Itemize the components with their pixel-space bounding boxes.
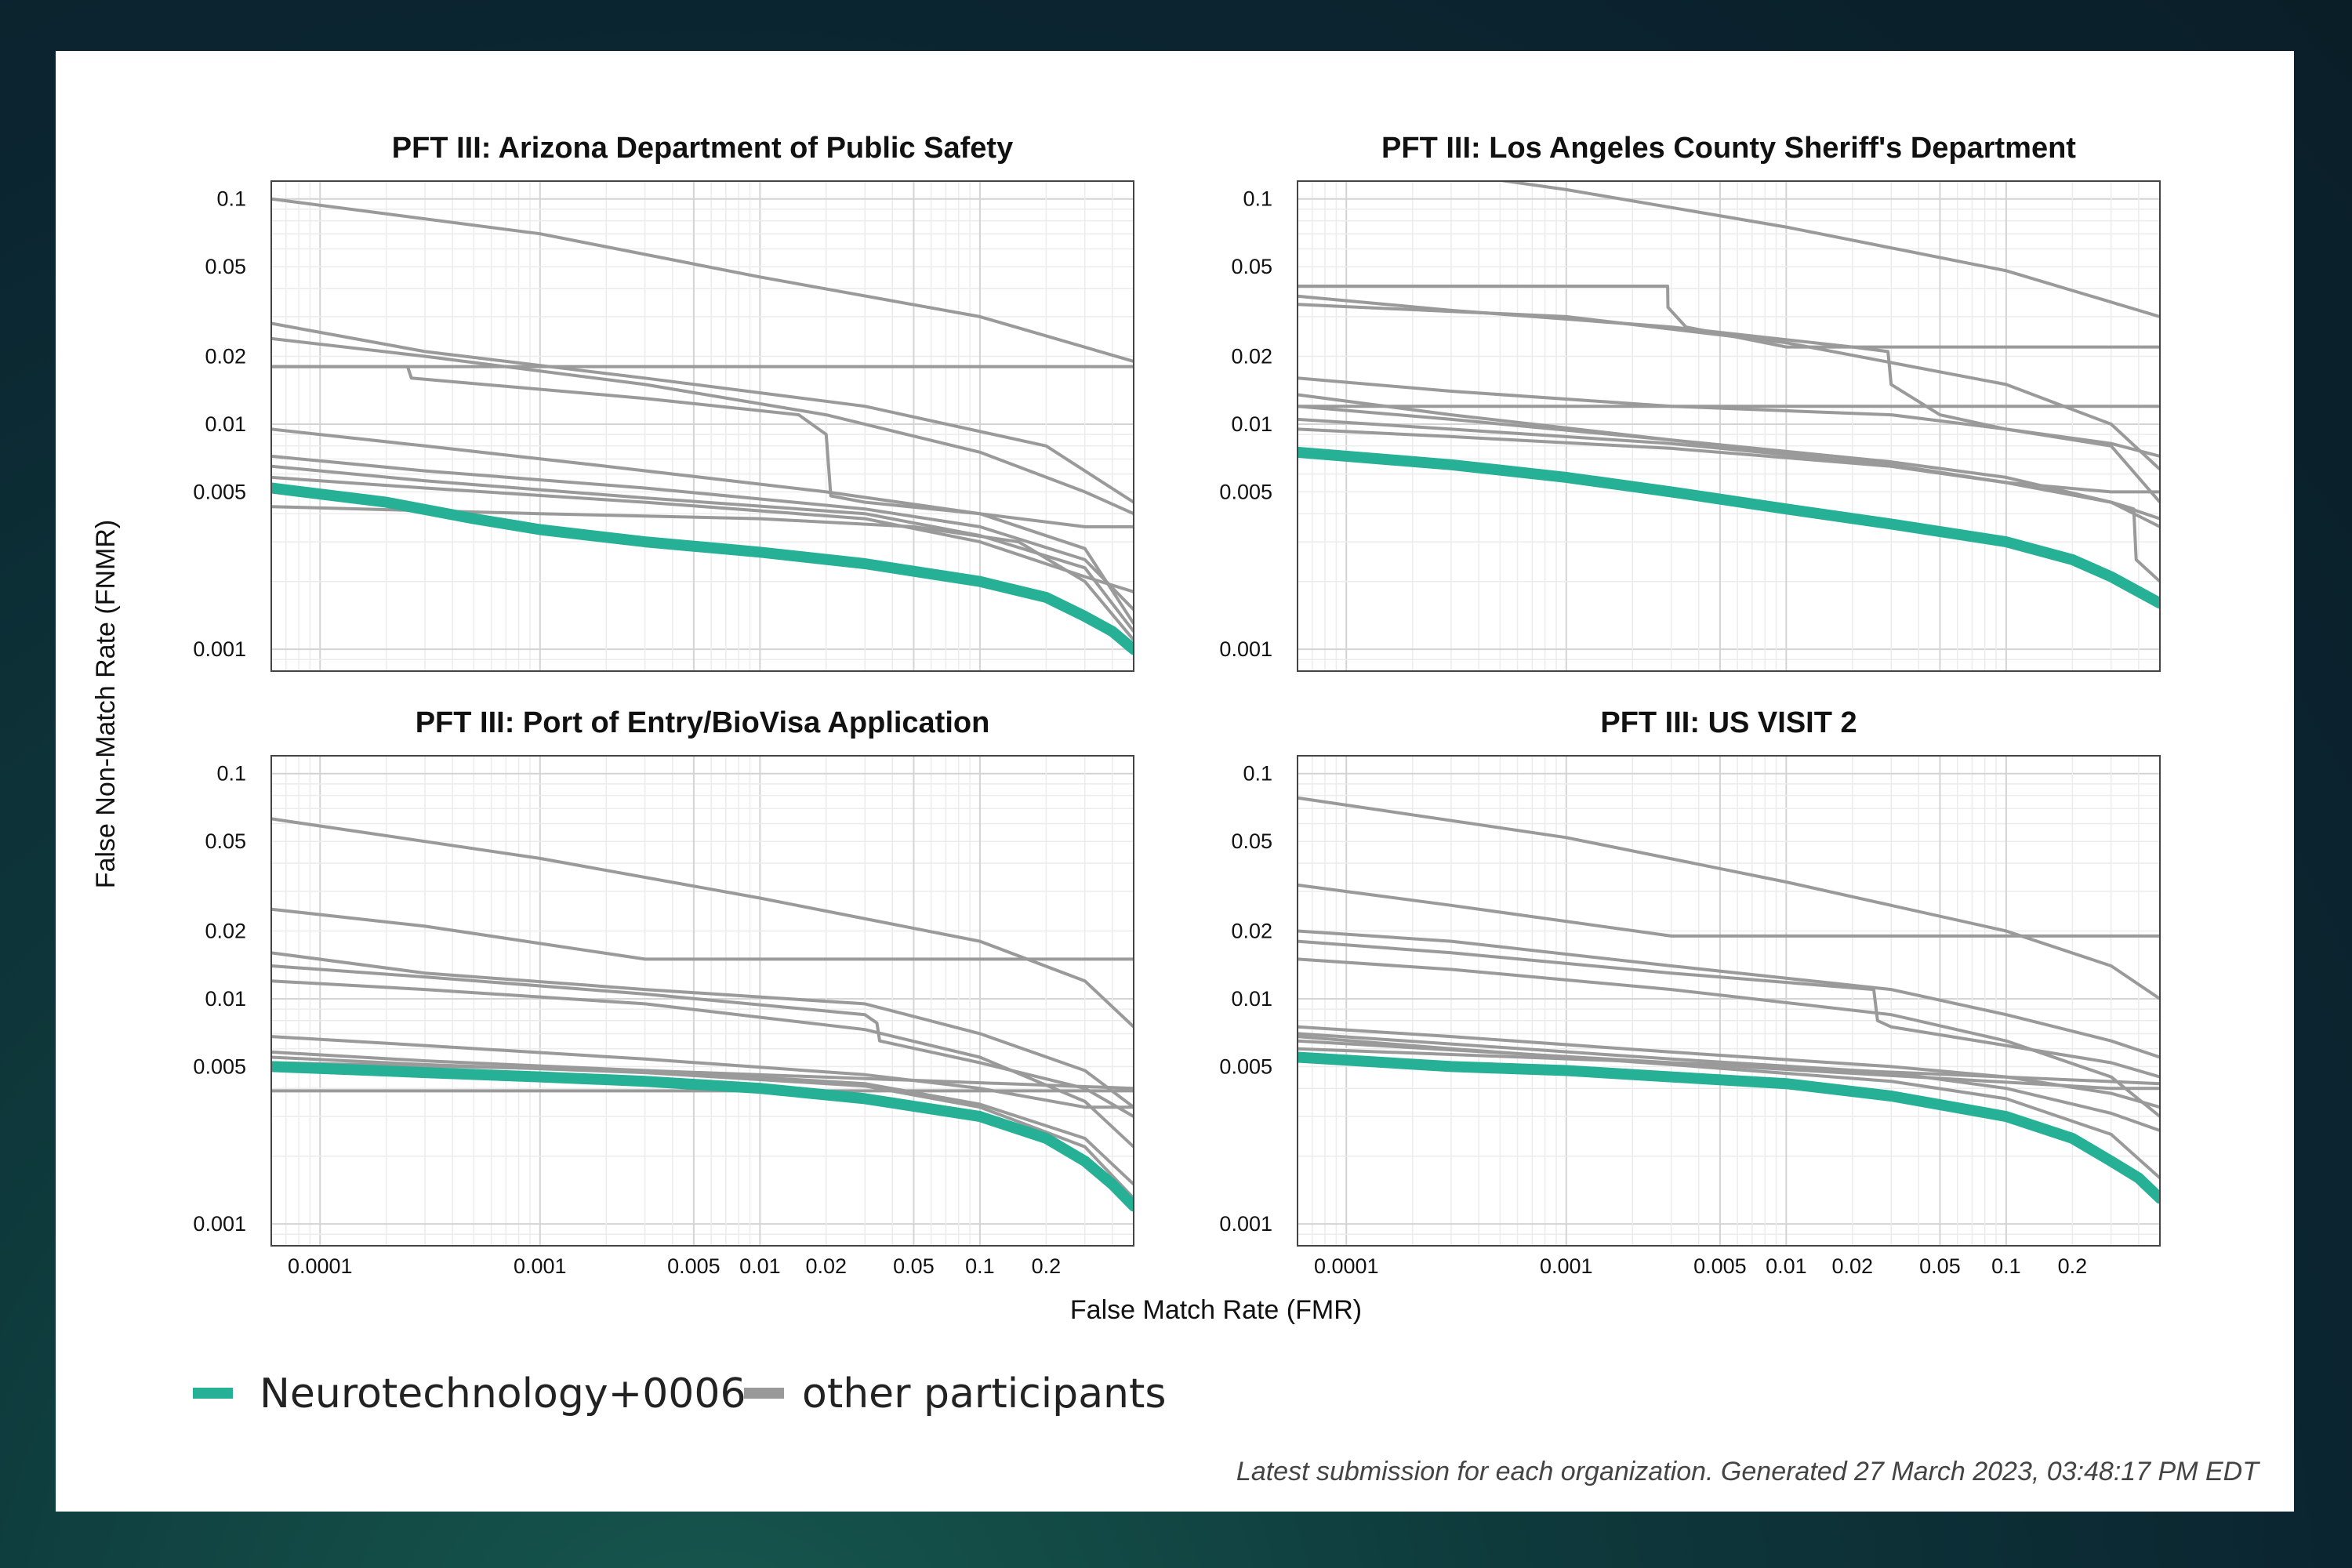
- y-tick-label: 0.01: [1231, 412, 1272, 436]
- panel-title: PFT III: Los Angeles County Sheriff's De…: [1381, 132, 2076, 165]
- other-participant-line: [271, 1061, 1134, 1091]
- panel-3: PFT III: Port of Entry/BioVisa Applicati…: [193, 706, 1134, 1278]
- panel-2: PFT III: Los Angeles County Sheriff's De…: [1219, 132, 2161, 672]
- other-participant-line: [271, 951, 1134, 1109]
- other-participant-line: [271, 197, 1134, 363]
- y-tick-label: 0.005: [193, 480, 246, 503]
- y-tick-label: 0.02: [1231, 919, 1272, 942]
- other-participant-line: [1298, 1039, 2160, 1091]
- other-participant-line: [271, 1035, 1134, 1109]
- other-participant-line: [1298, 427, 2160, 521]
- other-participant-line: [271, 907, 1134, 961]
- y-tick-label: 0.001: [1219, 637, 1272, 661]
- y-tick-label: 0.01: [205, 412, 246, 436]
- y-tick-label: 0.005: [193, 1054, 246, 1078]
- plot-frame: [270, 755, 1134, 1247]
- x-tick-label: 0.001: [514, 1254, 567, 1278]
- x-tick-label: 0.001: [1540, 1254, 1593, 1278]
- panel-title: PFT III: Port of Entry/BioVisa Applicati…: [416, 706, 990, 739]
- neurotechnology-line: [1298, 446, 2160, 609]
- other-participant-line: [1298, 957, 2160, 1118]
- other-participant-line: [271, 475, 1134, 593]
- other-participant-line: [1298, 929, 2160, 1059]
- x-tick-label: 0.005: [667, 1254, 720, 1278]
- plot-frame: [270, 180, 1134, 672]
- panel-title: PFT III: US VISIT 2: [1600, 706, 1857, 739]
- other-participant-line: [1298, 883, 2160, 938]
- neurotechnology-line: [271, 1061, 1134, 1212]
- other-participant-line: [1298, 294, 2160, 503]
- y-tick-label: 0.02: [205, 344, 246, 368]
- other-participant-line: [271, 365, 1134, 528]
- x-tick-label: 0.01: [1766, 1254, 1807, 1278]
- x-tick-label: 0.2: [1032, 1254, 1062, 1278]
- panel-1: PFT III: Arizona Department of Public Sa…: [193, 132, 1134, 672]
- other-participant-line: [271, 964, 1134, 1118]
- neurotechnology-line: [1298, 1051, 2160, 1204]
- gridlines: [270, 181, 1134, 672]
- x-tick-label: 0.01: [739, 1254, 781, 1278]
- generated-footnote: Latest submission for each organization.…: [1236, 1457, 2260, 1486]
- gridlines: [1297, 756, 2161, 1247]
- y-tick-label: 0.1: [1243, 762, 1272, 786]
- x-tick-label: 0.05: [893, 1254, 935, 1278]
- y-axis-label: False Non-Match Rate (FNMR): [91, 520, 121, 888]
- other-participant-line: [1298, 796, 2160, 1000]
- panel-4: PFT III: US VISIT 2 0.1 0.05 0.02 0.01 0.005 0…: [1219, 706, 2161, 1278]
- x-tick-label: 0.0001: [288, 1254, 353, 1278]
- y-tick-label: 0.05: [205, 829, 246, 853]
- x-axis-label: False Match Rate (FMR): [1070, 1295, 1362, 1325]
- x-tick-label: 0.0001: [1314, 1254, 1379, 1278]
- x-tick-label: 0.05: [1919, 1254, 1961, 1278]
- y-tick-label: 0.05: [205, 255, 246, 278]
- legend-label-other: other participants: [802, 1370, 1167, 1417]
- other-participant-line: [271, 817, 1134, 1029]
- y-tick-label: 0.01: [205, 987, 246, 1011]
- y-tick-label: 0.1: [216, 187, 246, 211]
- y-tick-label: 0.02: [1231, 344, 1272, 368]
- other-participant-line: [271, 336, 1134, 516]
- y-tick-label: 0.05: [1231, 255, 1272, 278]
- y-tick-label: 0.1: [1243, 187, 1272, 211]
- other-participant-line: [1298, 939, 2160, 1079]
- y-tick-label: 0.001: [193, 1212, 246, 1236]
- det-curve-chart: PFT III: Arizona Department of Public Sa…: [91, 132, 2260, 1486]
- plot-frame: [1297, 755, 2161, 1247]
- other-participant-line: [271, 454, 1134, 611]
- panel-title: PFT III: Arizona Department of Public Sa…: [392, 132, 1013, 165]
- y-tick-label: 0.02: [205, 919, 246, 942]
- other-participant-line: [271, 979, 1134, 1149]
- y-tick-label: 0.1: [216, 762, 246, 786]
- other-participant-line: [1298, 1025, 2160, 1109]
- legend: Neurotechnology+0006 other participants: [193, 1370, 1167, 1417]
- x-tick-label: 0.02: [1832, 1254, 1874, 1278]
- y-tick-label: 0.001: [1219, 1212, 1272, 1236]
- x-tick-label: 0.2: [2058, 1254, 2088, 1278]
- x-tick-label: 0.1: [965, 1254, 995, 1278]
- other-participant-line: [271, 505, 1134, 641]
- x-tick-label: 0.005: [1693, 1254, 1747, 1278]
- gridlines: [270, 756, 1134, 1247]
- x-tick-label: 0.02: [806, 1254, 848, 1278]
- x-tick-label: 0.1: [1991, 1254, 2021, 1278]
- other-participant-line: [271, 427, 1134, 625]
- neurotechnology-line: [271, 482, 1134, 655]
- other-participant-line: [271, 464, 1134, 633]
- other-participant-line: [1495, 181, 2160, 318]
- y-tick-label: 0.001: [193, 637, 246, 661]
- y-tick-label: 0.005: [1219, 480, 1272, 503]
- y-tick-label: 0.05: [1231, 829, 1272, 853]
- y-tick-label: 0.005: [1219, 1054, 1272, 1078]
- plot-frame: [1297, 180, 2161, 672]
- other-participant-line: [271, 1050, 1134, 1186]
- other-participant-line: [1298, 303, 2160, 471]
- y-tick-label: 0.01: [1231, 987, 1272, 1011]
- other-participant-line: [1298, 376, 2160, 458]
- chart-card: PFT III: Arizona Department of Public Sa…: [56, 51, 2294, 1512]
- legend-label-neurotechnology: Neurotechnology+0006: [260, 1370, 746, 1417]
- other-participant-line: [271, 321, 1134, 504]
